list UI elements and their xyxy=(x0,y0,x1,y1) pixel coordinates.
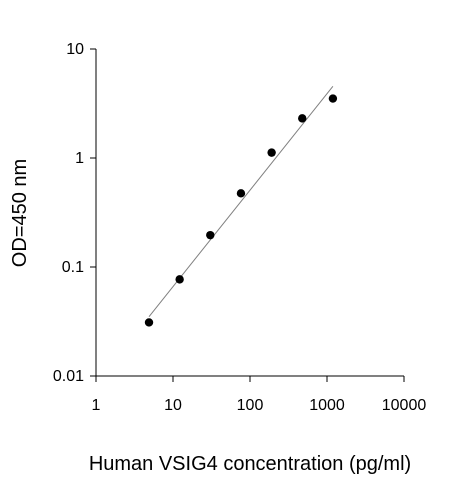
x-tick-label: 1 xyxy=(92,397,101,414)
data-point xyxy=(175,275,184,284)
x-tick-label: 1000 xyxy=(309,397,345,414)
data-point xyxy=(206,230,215,240)
x-tick-label: 10 xyxy=(164,397,182,414)
data-point xyxy=(267,148,276,157)
data-points xyxy=(144,94,338,327)
y-tick-label: 0.01 xyxy=(53,368,84,385)
y-tick-label: 0.1 xyxy=(62,259,84,276)
y-tick-label: 1 xyxy=(75,150,84,167)
y-axis-title: OD=450 nm xyxy=(9,159,31,267)
data-point xyxy=(144,318,154,327)
x-tick-label: 100 xyxy=(237,397,264,414)
y-ticks: 0.01 0.1 1 10 xyxy=(53,41,96,385)
data-point xyxy=(236,189,246,198)
x-axis-title: Human VSIG4 concentration (pg/ml) xyxy=(89,453,411,475)
plot-axes xyxy=(95,49,404,377)
data-point xyxy=(328,94,338,103)
data-point xyxy=(298,114,307,123)
x-ticks: 1 10 100 1000 10000 xyxy=(92,376,427,414)
x-tick-label: 10000 xyxy=(382,397,427,414)
y-tick-label: 10 xyxy=(66,41,84,58)
